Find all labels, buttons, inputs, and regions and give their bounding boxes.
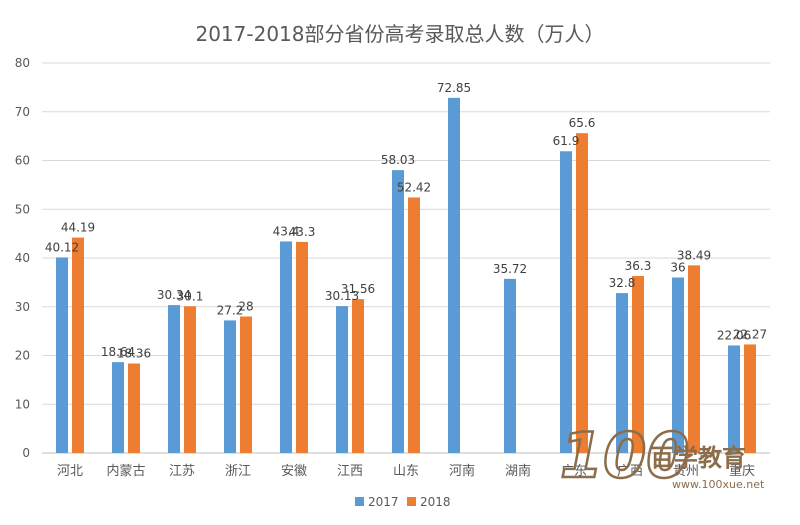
data-label-2017-1: 18.64 <box>101 345 135 359</box>
watermark-brand: 百学教育 <box>650 444 746 472</box>
bar-2017-10 <box>616 293 628 453</box>
watermark-url: www.100xue.net <box>672 478 765 491</box>
bar-2017-11 <box>672 277 684 453</box>
x-category-label: 河北 <box>57 464 83 479</box>
bar-2017-7 <box>448 97 460 453</box>
data-label-2017-11: 36 <box>670 261 685 275</box>
data-label-2017-6: 58.03 <box>381 153 415 167</box>
watermark-logo-icon: 100 <box>559 418 691 494</box>
bar-2017-3 <box>224 320 236 453</box>
y-axis-ticks: 0 10 20 30 40 50 60 70 80 <box>15 56 30 460</box>
data-label-2017-10: 32.8 <box>609 276 636 290</box>
legend: 2017 2018 <box>355 495 451 509</box>
data-label-2017-3: 27.2 <box>217 303 244 317</box>
x-category-label: 内蒙古 <box>106 463 145 479</box>
data-label-2018-1: 18.36 <box>117 346 151 360</box>
bar-2017-5 <box>336 306 348 453</box>
x-category-label: 贵州 <box>673 464 699 479</box>
y-tick-label: 20 <box>15 349 30 363</box>
y-tick-label: 80 <box>15 56 30 70</box>
bar-2017-8 <box>504 278 516 453</box>
x-category-label: 江西 <box>337 464 363 479</box>
x-category-label: 江苏 <box>169 463 195 479</box>
bar-2018-1 <box>128 363 140 453</box>
data-label-2018-12: 22.27 <box>733 327 767 341</box>
legend-swatch-2018 <box>407 497 416 506</box>
data-label-2018-5: 31.56 <box>341 282 375 296</box>
data-label-2017-2: 30.34 <box>157 288 191 302</box>
bar-2018-12 <box>744 344 756 453</box>
legend-label-2018: 2018 <box>420 495 451 509</box>
data-label-2018-2: 30.1 <box>177 289 204 303</box>
x-category-label: 广东 <box>561 464 587 479</box>
legend-swatch-2017 <box>355 497 364 506</box>
bar-2018-3 <box>240 316 252 453</box>
y-tick-label: 50 <box>15 202 30 216</box>
watermark: 100 百学教育 www.100xue.net <box>559 418 765 494</box>
bar-2017-4 <box>280 241 292 453</box>
x-category-label: 河南 <box>449 463 475 479</box>
bar-2017-0 <box>56 257 68 453</box>
data-label-2018-10: 36.3 <box>625 259 652 273</box>
x-axis-categories: 河北 内蒙古 江苏 浙江 安徽 江西 山东 河南 湖南 广东 广西 贵州 重庆 <box>57 463 755 479</box>
bar-2017-1 <box>112 362 124 453</box>
x-category-label: 广西 <box>617 464 643 479</box>
bar-2018-0 <box>72 237 84 453</box>
data-label-2017-5: 30.13 <box>325 289 359 303</box>
x-category-label: 安徽 <box>281 464 307 479</box>
bar-2018-6 <box>408 197 420 453</box>
data-label-2018-9: 65.6 <box>569 116 596 130</box>
legend-label-2017: 2017 <box>368 495 399 509</box>
y-tick-label: 40 <box>15 251 30 265</box>
x-category-label: 湖南 <box>505 463 531 479</box>
x-category-label: 浙江 <box>225 464 251 479</box>
bar-2018-5 <box>352 299 364 453</box>
y-tick-label: 60 <box>15 154 30 168</box>
bars-group <box>56 97 756 454</box>
bar-2018-4 <box>296 241 308 453</box>
watermark-logo-text: 100 <box>560 419 689 492</box>
y-tick-label: 70 <box>15 105 30 119</box>
data-label-2018-11: 38.49 <box>677 248 711 262</box>
bar-2018-11 <box>688 265 700 453</box>
bar-2017-6 <box>392 170 404 453</box>
bar-2018-2 <box>184 306 196 453</box>
data-label-2017-9: 61.9 <box>553 134 580 148</box>
data-label-2017-4: 43.4 <box>273 224 300 238</box>
bar-2018-10 <box>632 276 644 453</box>
bar-2017-2 <box>168 305 180 453</box>
y-tick-label: 30 <box>15 300 30 314</box>
x-category-label: 重庆 <box>729 463 755 479</box>
data-label-2017-8: 35.72 <box>493 262 527 276</box>
data-label-2018-0: 44.19 <box>61 221 95 235</box>
bar-2017-12 <box>728 345 740 453</box>
data-label-2017-12: 22.06 <box>717 328 751 342</box>
y-tick-label: 10 <box>15 397 30 411</box>
data-label-2018-6: 52.42 <box>397 180 431 194</box>
data-label-2017-7: 72.85 <box>437 81 471 95</box>
y-tick-label: 0 <box>22 446 30 460</box>
data-label-2017-0: 40.12 <box>45 240 79 254</box>
data-label-2018-4: 43.3 <box>289 225 316 239</box>
data-label-2018-3: 28 <box>238 300 253 314</box>
bar-2018-9 <box>576 133 588 453</box>
x-category-label: 山东 <box>393 464 419 479</box>
bar-2017-9 <box>560 151 572 454</box>
grid-lines <box>42 62 770 454</box>
chart-title: 2017-2018部分省份高考录取总人数（万人） <box>195 22 604 46</box>
